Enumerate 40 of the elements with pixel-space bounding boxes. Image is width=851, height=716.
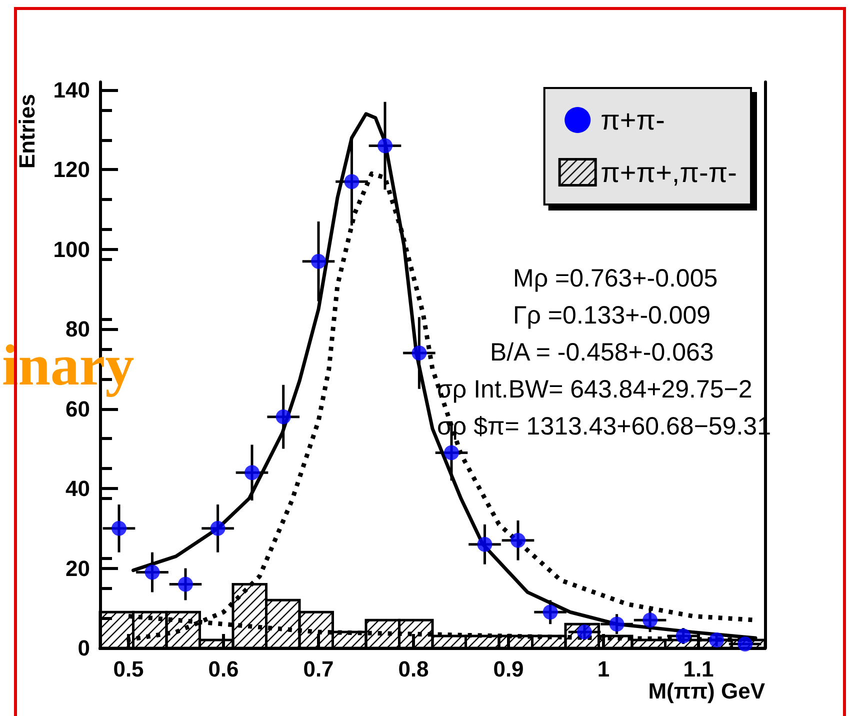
- legend-label: π+π-: [600, 104, 665, 136]
- x-tick-label: 0.5: [113, 656, 144, 682]
- y-tick-label: 20: [66, 556, 90, 581]
- point: [477, 536, 492, 552]
- legend-label: π+π+,π-π-: [600, 156, 737, 188]
- point: [178, 576, 193, 592]
- x-axis-title: M(ππ) GeV: [648, 678, 766, 704]
- point: [609, 616, 624, 632]
- point: [738, 636, 753, 652]
- point: [444, 445, 459, 460]
- annotation: B/A = -0.458+-0.063: [490, 338, 714, 366]
- y-tick-label: 60: [66, 396, 90, 422]
- annotation: Mρ =0.763+-0.005: [513, 264, 718, 292]
- y-tick-label: 40: [66, 476, 90, 502]
- y-tick-label: 140: [53, 77, 90, 102]
- point: [112, 520, 126, 536]
- point: [144, 564, 160, 580]
- annotation: Γρ =0.133+-0.009: [513, 302, 711, 330]
- point: [311, 254, 326, 269]
- point: [412, 346, 427, 361]
- x-tick-label: 0.8: [398, 656, 429, 682]
- y-tick-label: 120: [53, 157, 90, 182]
- point: [709, 632, 724, 648]
- x-tick-label: 0.6: [208, 656, 239, 682]
- point: [510, 532, 526, 548]
- y-tick-label: 100: [53, 236, 90, 262]
- point: [344, 174, 360, 190]
- point: [210, 520, 226, 536]
- y-axis-title: Entries: [14, 94, 40, 169]
- y-tick-label: 0: [78, 636, 90, 660]
- point: [542, 604, 558, 620]
- point: [276, 409, 291, 424]
- x-tick-label: 1.1: [683, 656, 714, 682]
- x-tick-label: 1: [597, 656, 610, 682]
- x-tick-label: 0.7: [303, 656, 334, 682]
- point: [378, 138, 392, 154]
- point: [244, 465, 260, 480]
- point: [642, 612, 658, 628]
- point: [676, 628, 691, 644]
- x-tick-label: 0.9: [493, 656, 524, 682]
